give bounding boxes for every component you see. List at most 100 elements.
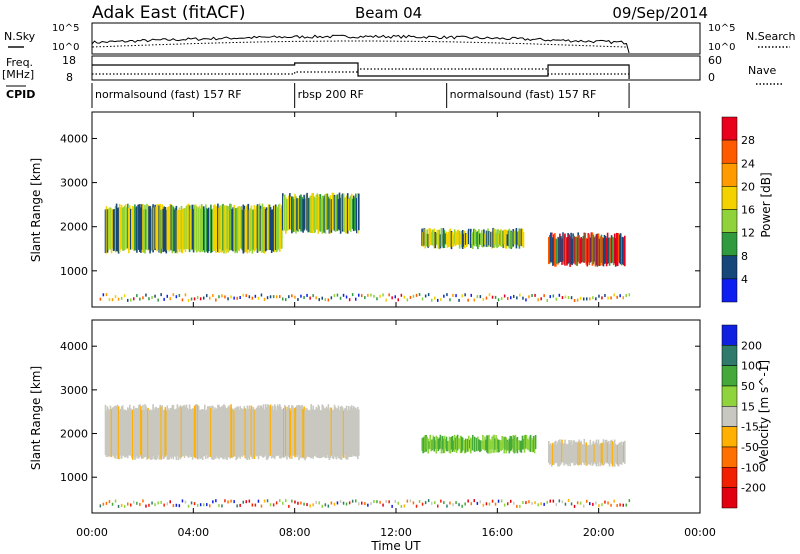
echo-column: [134, 409, 136, 460]
echo-column: [270, 407, 273, 459]
near-range-echo: [300, 501, 302, 505]
echo-column: [589, 237, 592, 263]
echo-column: [492, 435, 494, 453]
near-range-echo: [473, 499, 475, 503]
near-range-echo: [315, 500, 317, 504]
echo-column: [466, 438, 469, 452]
velocity-colorbar-label: Velocity [m s^-1]: [757, 360, 771, 464]
near-range-echo: [190, 501, 193, 505]
station-title: Adak East (fitACF): [92, 3, 246, 23]
near-range-echo: [114, 295, 117, 299]
near-range-echo: [461, 504, 463, 508]
echo-column: [302, 408, 304, 458]
echo-column: [282, 193, 284, 231]
echo-column: [477, 436, 479, 451]
echo-column: [309, 409, 311, 458]
near-range-echo: [415, 293, 418, 297]
echo-column: [494, 438, 496, 450]
echo-column: [267, 404, 270, 458]
echo-column: [624, 235, 626, 267]
echo-column: [171, 205, 174, 254]
near-range-echo: [464, 502, 466, 506]
echo-column: [606, 442, 609, 463]
near-range-echo: [364, 296, 366, 300]
near-range-echo: [579, 501, 582, 505]
colorbar-tick-label: -15: [741, 421, 759, 434]
echo-column: [341, 193, 344, 232]
echo-column: [219, 407, 221, 457]
echo-column: [599, 443, 602, 467]
echo-column: [516, 231, 519, 245]
echo-column: [312, 405, 314, 459]
near-range-echo: [373, 500, 375, 503]
echo-column: [199, 208, 202, 253]
near-range-echo: [251, 296, 254, 300]
nave-tick-bottom: 0: [708, 71, 715, 84]
echo-column: [128, 408, 130, 456]
echo-column: [116, 208, 119, 252]
echo-column: [331, 410, 334, 459]
echo-column: [551, 232, 553, 263]
near-range-echo: [592, 296, 594, 300]
echo-column: [596, 443, 599, 464]
near-range-echo: [598, 294, 600, 298]
echo-column: [141, 410, 143, 459]
echo-column: [227, 206, 229, 253]
echo-column: [580, 440, 582, 466]
near-range-echo: [549, 295, 551, 299]
nsky-tick-top: 10^5: [52, 23, 79, 34]
echo-column: [572, 440, 574, 462]
echo-column: [229, 407, 231, 459]
echo-column: [445, 436, 448, 452]
echo-column: [259, 405, 262, 457]
echo-column: [577, 441, 579, 466]
near-range-echo: [300, 294, 302, 298]
echo-column: [156, 408, 158, 459]
power-colorbar-label: Power [dB]: [759, 172, 773, 237]
echo-column: [325, 193, 328, 230]
near-range-echo: [525, 298, 527, 302]
near-range-echo: [127, 298, 129, 302]
echo-column: [588, 234, 591, 266]
echo-column: [286, 198, 288, 231]
echo-column: [186, 407, 189, 457]
echo-column: [292, 406, 294, 456]
echo-column: [336, 408, 339, 457]
echo-column: [111, 209, 114, 249]
echo-column: [476, 437, 478, 452]
near-range-echo: [133, 297, 135, 301]
echo-column: [600, 443, 603, 464]
echo-column: [504, 436, 506, 450]
near-range-echo: [218, 504, 220, 508]
echo-column: [307, 410, 309, 458]
colorbar-tick-label: 50: [741, 380, 755, 393]
near-range-echo: [312, 294, 314, 298]
echo-column: [177, 407, 180, 461]
near-range-echo: [291, 294, 293, 298]
echo-column: [287, 199, 289, 229]
near-range-echo: [446, 293, 448, 297]
echo-column: [138, 204, 140, 250]
echo-column: [257, 405, 260, 460]
echo-column: [421, 437, 423, 451]
echo-column: [265, 207, 268, 251]
echo-column: [613, 439, 616, 467]
power-colorbar: 28 24 20 16 12 8 4: [721, 116, 755, 303]
near-range-echo: [397, 298, 399, 302]
colorbar-swatch: [721, 365, 738, 387]
near-range-echo: [443, 294, 445, 298]
echo-column: [158, 407, 160, 460]
echo-column: [601, 237, 604, 266]
echo-column: [331, 192, 334, 231]
near-range-echo: [203, 296, 205, 300]
echo-column: [179, 405, 182, 460]
echo-column: [210, 204, 212, 254]
echo-column: [453, 434, 456, 452]
echo-column: [234, 407, 236, 457]
echo-column: [594, 236, 597, 267]
echo-column: [548, 441, 550, 463]
echo-column: [621, 441, 623, 465]
echo-column: [573, 440, 575, 466]
near-range-echo: [421, 502, 424, 506]
